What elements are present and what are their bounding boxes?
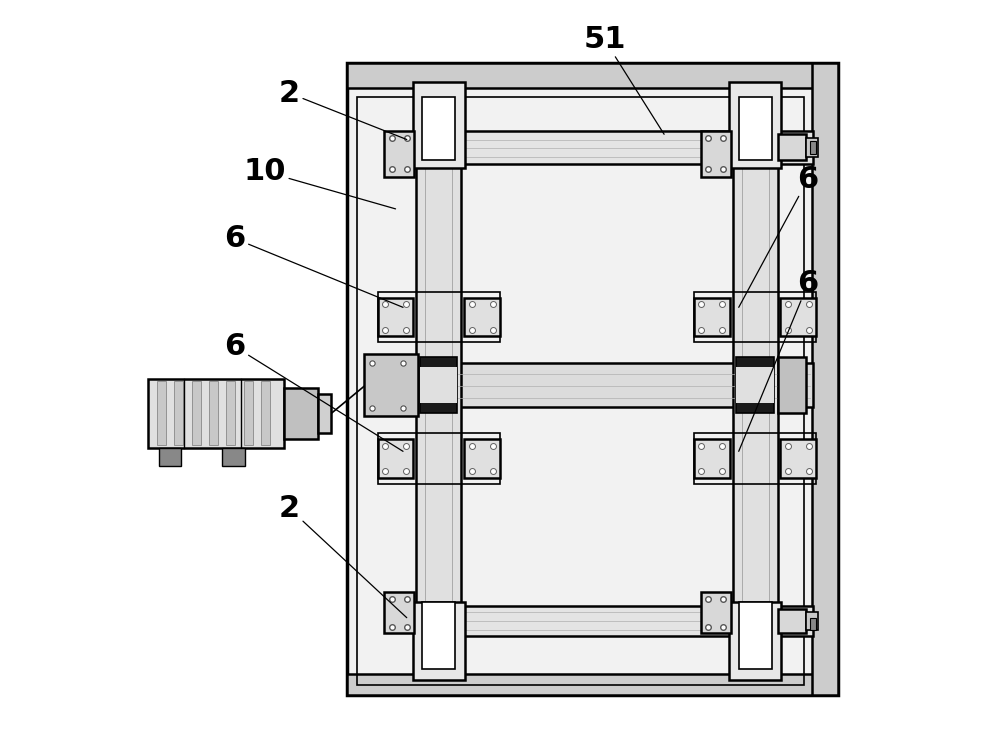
Bar bbox=[778, 609, 806, 633]
Text: 6: 6 bbox=[739, 165, 819, 307]
Bar bbox=[420, 367, 457, 403]
Bar bbox=[422, 602, 455, 669]
Bar bbox=[378, 298, 413, 336]
Text: 2: 2 bbox=[279, 495, 407, 618]
Bar bbox=[780, 298, 816, 336]
Bar bbox=[364, 354, 418, 416]
Bar bbox=[806, 138, 818, 157]
Bar bbox=[378, 439, 413, 478]
Bar bbox=[226, 381, 235, 445]
Bar bbox=[778, 357, 806, 413]
Bar bbox=[347, 674, 838, 695]
Bar bbox=[806, 612, 818, 630]
Bar bbox=[413, 602, 465, 680]
Bar bbox=[729, 602, 781, 680]
Bar bbox=[413, 82, 465, 168]
Bar bbox=[810, 140, 816, 154]
Bar bbox=[357, 97, 804, 685]
Text: 6: 6 bbox=[739, 269, 819, 451]
Text: 6: 6 bbox=[225, 333, 403, 451]
Bar bbox=[736, 367, 774, 403]
Bar bbox=[701, 592, 731, 633]
Text: 51: 51 bbox=[583, 25, 664, 134]
Bar bbox=[422, 97, 455, 160]
Bar bbox=[284, 388, 318, 439]
Bar bbox=[384, 592, 414, 633]
Bar bbox=[812, 63, 838, 695]
Bar bbox=[347, 63, 838, 88]
Bar bbox=[378, 292, 500, 342]
Bar bbox=[739, 602, 772, 669]
Bar bbox=[420, 357, 457, 413]
Bar bbox=[318, 394, 331, 433]
Bar bbox=[464, 298, 500, 336]
Bar bbox=[261, 381, 270, 445]
Bar bbox=[347, 63, 838, 695]
Bar bbox=[416, 606, 813, 636]
Bar bbox=[694, 292, 816, 342]
Bar bbox=[739, 97, 772, 160]
Bar bbox=[159, 448, 181, 466]
Bar bbox=[192, 381, 201, 445]
Bar bbox=[778, 134, 806, 160]
Bar bbox=[733, 117, 778, 651]
Bar bbox=[729, 82, 781, 168]
Bar bbox=[378, 433, 500, 484]
Bar bbox=[222, 448, 245, 466]
Bar bbox=[694, 439, 730, 478]
Bar bbox=[174, 381, 183, 445]
Bar bbox=[384, 131, 414, 177]
Text: 10: 10 bbox=[244, 157, 396, 209]
Bar bbox=[780, 439, 816, 478]
Text: 2: 2 bbox=[279, 79, 407, 140]
Bar bbox=[157, 381, 166, 445]
Bar bbox=[416, 131, 813, 164]
Bar bbox=[694, 298, 730, 336]
Bar bbox=[736, 357, 774, 413]
Bar bbox=[416, 117, 461, 651]
Bar bbox=[244, 381, 253, 445]
Text: 6: 6 bbox=[225, 225, 403, 307]
Bar bbox=[810, 618, 816, 630]
Bar bbox=[416, 363, 813, 407]
Bar bbox=[701, 131, 731, 177]
Bar bbox=[464, 439, 500, 478]
Bar bbox=[694, 433, 816, 484]
Bar bbox=[148, 379, 284, 448]
Bar bbox=[209, 381, 218, 445]
